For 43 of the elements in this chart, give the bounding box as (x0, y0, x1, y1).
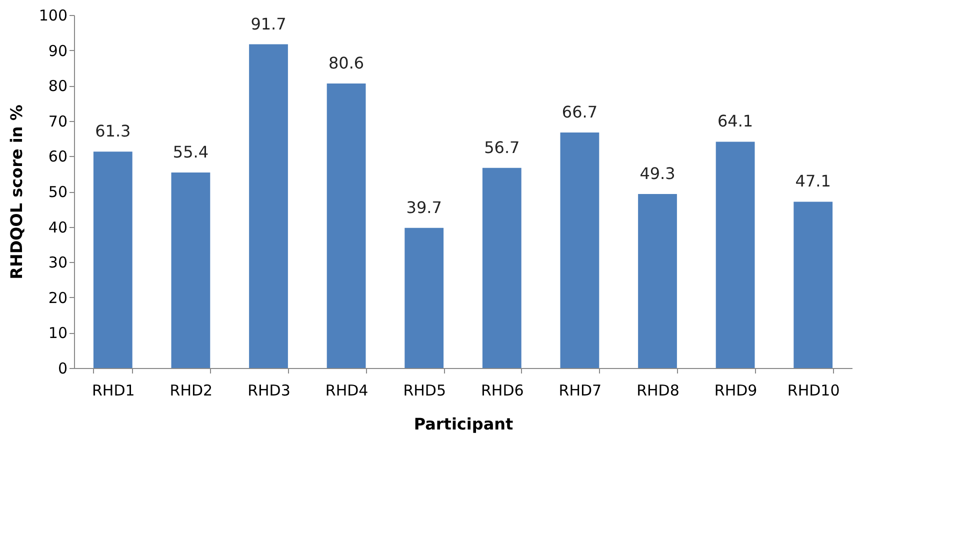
x-tick-label: RHD3 (248, 382, 290, 400)
x-tick-label: RHD6 (481, 382, 524, 400)
x-axis-title: Participant (414, 414, 514, 434)
y-tick-label: 10 (48, 324, 68, 342)
y-tick-label: 20 (48, 288, 68, 307)
y-tick-label: 100 (38, 6, 68, 24)
bar (716, 142, 755, 368)
bar (93, 152, 132, 368)
y-tick-label: 70 (48, 112, 68, 130)
data-label: 47.1 (795, 172, 831, 191)
data-label: 55.4 (172, 142, 209, 162)
x-tick-label: RHD1 (92, 382, 135, 400)
x-tick-label: RHD5 (403, 382, 446, 400)
data-label: 66.7 (562, 102, 598, 122)
x-tick-label: RHD4 (325, 382, 368, 400)
data-label: 64.1 (717, 112, 754, 131)
bar (404, 228, 444, 368)
data-label: 61.3 (95, 122, 131, 141)
data-label: 91.7 (250, 14, 286, 34)
data-label: 56.7 (484, 138, 520, 157)
bar (326, 83, 366, 368)
x-tick-label: RHD8 (636, 382, 680, 400)
y-tick-label: 30 (48, 254, 68, 272)
y-axis-title: RHDQOL score in % (6, 104, 26, 280)
y-tick-label: 40 (48, 218, 68, 236)
bar (638, 194, 677, 368)
y-tick-label: 90 (48, 42, 68, 60)
bar (560, 132, 600, 368)
y-tick-label: 60 (48, 148, 68, 166)
data-label: 80.6 (328, 53, 364, 72)
x-tick-label: RHD10 (787, 382, 840, 400)
x-tick-label: RHD9 (714, 382, 758, 400)
data-label: 49.3 (640, 164, 676, 183)
bar (171, 172, 210, 368)
x-tick-label: RHD2 (170, 382, 213, 400)
bar (482, 168, 522, 368)
y-tick-label: 50 (48, 183, 68, 201)
data-label: 39.7 (406, 198, 442, 217)
bar (249, 44, 288, 368)
bar (794, 202, 833, 368)
y-tick-label: 80 (48, 77, 68, 96)
x-tick-label: RHD7 (558, 382, 602, 400)
y-tick-label: 0 (58, 360, 68, 378)
